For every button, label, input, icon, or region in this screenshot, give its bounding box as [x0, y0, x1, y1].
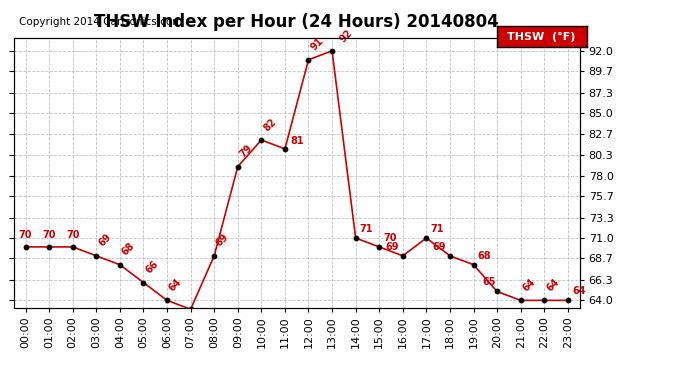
Text: 71: 71 — [431, 224, 444, 234]
Text: 64: 64 — [544, 277, 561, 293]
Text: 71: 71 — [359, 224, 373, 234]
Text: 92: 92 — [337, 27, 354, 44]
Text: 68: 68 — [477, 251, 491, 261]
Point — [115, 262, 126, 268]
Text: 68: 68 — [120, 241, 137, 258]
Text: Copyright 2014 Cartronics.com: Copyright 2014 Cartronics.com — [19, 17, 183, 27]
Point — [43, 244, 55, 250]
Text: 70: 70 — [66, 230, 79, 240]
Point — [444, 253, 455, 259]
Point — [539, 297, 550, 303]
Text: 70: 70 — [19, 230, 32, 240]
Text: 82: 82 — [262, 116, 278, 133]
Point — [185, 306, 196, 312]
Text: 65: 65 — [482, 277, 495, 287]
Point — [161, 297, 172, 303]
Point — [303, 57, 314, 63]
Text: 70: 70 — [42, 230, 56, 240]
Point — [562, 297, 573, 303]
Text: 79: 79 — [238, 143, 255, 160]
Point — [491, 288, 502, 294]
Point — [350, 235, 361, 241]
Text: 69: 69 — [97, 232, 113, 249]
Text: 69: 69 — [214, 232, 230, 249]
Point — [67, 244, 78, 250]
Text: 64: 64 — [572, 286, 586, 296]
Text: THSW Index per Hour (24 Hours) 20140804: THSW Index per Hour (24 Hours) 20140804 — [95, 13, 499, 31]
Point — [233, 164, 244, 170]
Text: 91: 91 — [308, 36, 325, 53]
Point — [138, 279, 149, 285]
Point — [256, 137, 267, 143]
Text: 69: 69 — [432, 242, 446, 252]
Point — [515, 297, 526, 303]
Text: 64: 64 — [167, 277, 184, 293]
Text: 64: 64 — [521, 277, 538, 293]
Point — [326, 48, 337, 54]
Point — [397, 253, 408, 259]
Text: 81: 81 — [290, 136, 304, 146]
Point — [20, 244, 31, 250]
Text: 66: 66 — [144, 259, 160, 276]
Text: 69: 69 — [385, 242, 398, 252]
Text: 63: 63 — [0, 374, 1, 375]
Point — [421, 235, 432, 241]
Point — [208, 253, 219, 259]
Point — [374, 244, 385, 250]
Point — [279, 146, 290, 152]
Text: 70: 70 — [384, 233, 397, 243]
Text: THSW  (°F): THSW (°F) — [507, 32, 576, 42]
Point — [91, 253, 102, 259]
Point — [468, 262, 479, 268]
